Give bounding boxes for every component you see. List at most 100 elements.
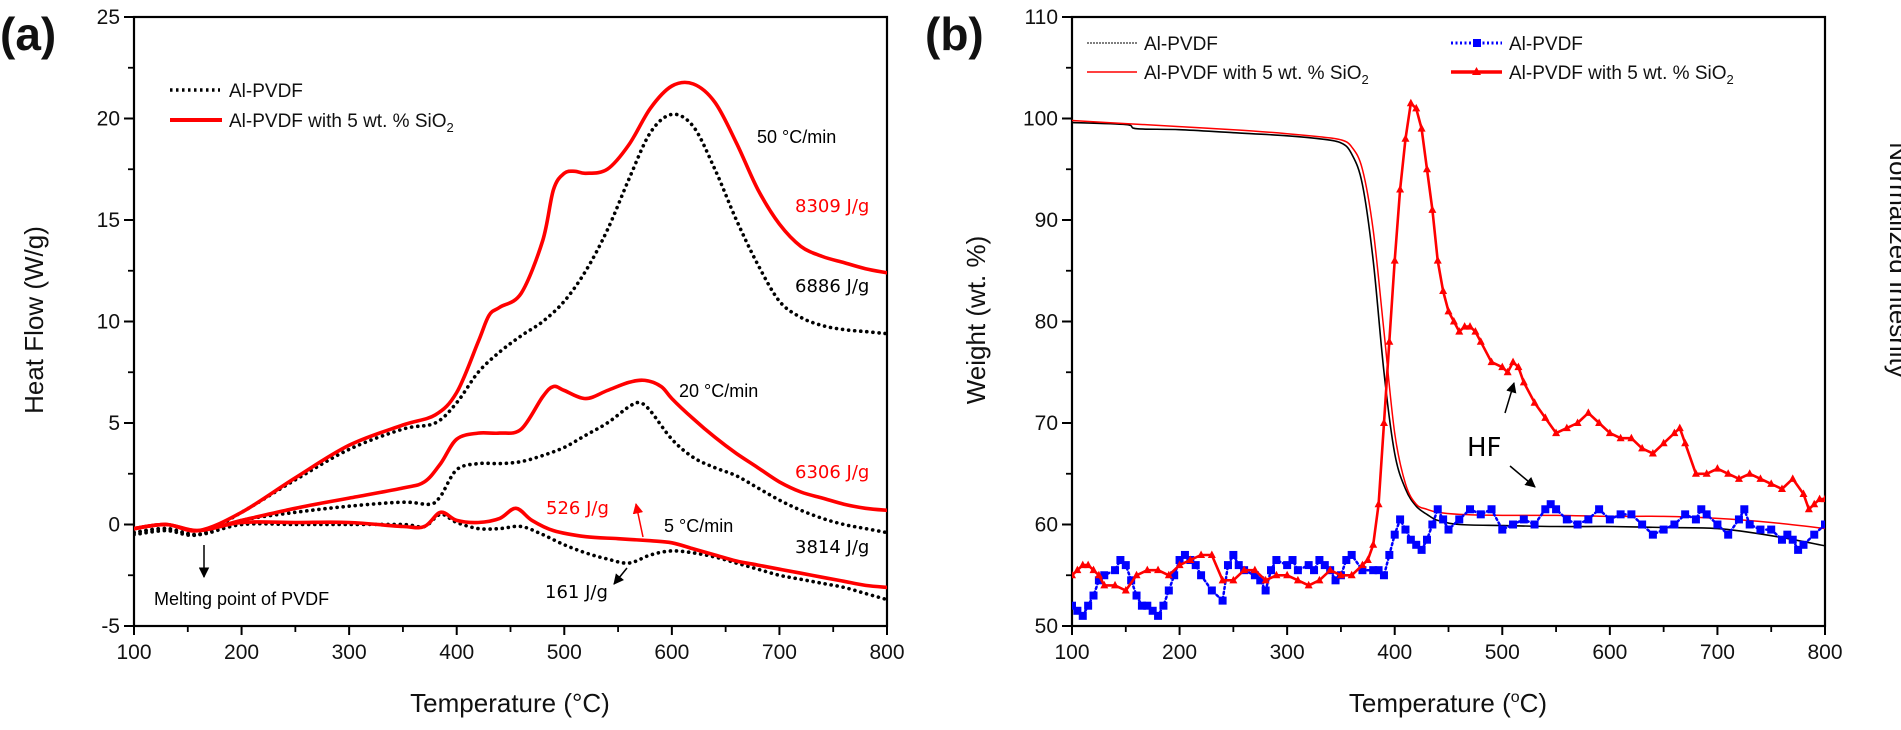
panel-a-x-axis-title: Temperature (°C) <box>410 688 610 718</box>
panel-b-label: (b) <box>925 8 984 60</box>
ms-al-pvdf-point <box>1783 530 1792 539</box>
series-tg-al-pvdf <box>1072 121 1825 547</box>
ms-al-pvdf-point <box>1767 525 1776 534</box>
panel-a-plot-frame <box>132 15 889 628</box>
hf-arrow-down <box>1509 465 1536 488</box>
ms-sio2-point <box>1519 377 1528 386</box>
ms-al-pvdf-point <box>1794 545 1803 554</box>
ms-sio2-point <box>1240 565 1249 574</box>
ms-sio2-point <box>1218 575 1227 584</box>
ms-al-pvdf-point <box>1084 601 1093 610</box>
panel-b-x-tick-label: 600 <box>1592 641 1627 664</box>
ms-sio2-point <box>1358 560 1367 569</box>
panel-b-y2-axis-title: Normalized Intesnity <box>1884 142 1901 378</box>
annotation-6886: 6886 J/g <box>795 276 869 297</box>
ms-sio2-point <box>1379 418 1388 426</box>
ms-sio2-point <box>1562 423 1571 432</box>
ms-sio2-point <box>1261 575 1270 584</box>
annotation-3814: 3814 J/g <box>795 537 869 558</box>
panel-a-y-tick-label: 0 <box>108 514 120 537</box>
ms-sio2-point <box>1584 408 1593 416</box>
ms-sio2-point <box>1293 575 1302 584</box>
ms-sio2-point <box>1498 362 1507 371</box>
hf-arrow-up <box>1504 381 1517 414</box>
legend-b-label-3: Al-PVDF <box>1509 34 1583 55</box>
ms-sio2-point <box>1734 474 1743 482</box>
ms-sio2-point <box>1072 570 1076 579</box>
ms-sio2-point <box>1788 474 1797 482</box>
ms-al-pvdf-point <box>1659 525 1668 534</box>
ms-al-pvdf-point <box>1401 525 1410 534</box>
ms-al-pvdf-point <box>1509 520 1518 529</box>
ms-sio2-point <box>1804 504 1813 513</box>
ms-sio2-point <box>1552 428 1561 437</box>
panel-b-y-tick-label: 80 <box>1035 311 1058 334</box>
panel-a-x-tick-label: 700 <box>762 641 797 664</box>
ms-al-pvdf-point <box>1358 566 1367 575</box>
ms-sio2-point <box>1675 423 1684 432</box>
ms-sio2-point <box>1143 565 1152 574</box>
ms-al-pvdf-point <box>1788 535 1797 544</box>
ms-sio2-point <box>1094 570 1103 579</box>
annotation-8309: 8309 J/g <box>795 196 869 217</box>
ms-al-pvdf-point <box>1331 576 1340 585</box>
panel-b-y-tick-label: 70 <box>1035 412 1058 435</box>
ms-al-pvdf-point <box>1616 510 1625 519</box>
ms-al-pvdf-point <box>1390 530 1399 539</box>
ms-al-pvdf-point <box>1519 515 1528 524</box>
panel-b-y-tick-label: 60 <box>1035 514 1058 537</box>
ms-al-pvdf-point <box>1089 591 1098 600</box>
ms-al-pvdf-point <box>1412 540 1421 549</box>
ms-sio2-point <box>1460 322 1469 330</box>
series-al-pvdf-with-5-wt-sio2-20-c-min <box>134 378 887 533</box>
ms-sio2-point <box>1638 443 1647 452</box>
ms-sio2-point <box>1304 580 1313 589</box>
series-tg-al-pvdf-with-5-wt-sio2 <box>1072 119 1825 530</box>
panel-a: (a) 100 200 300 400 500 600 700 800 -5 0 5 10 15 20 25… <box>0 6 905 718</box>
ms-sio2-point <box>1777 484 1786 492</box>
ms-sio2-point <box>1078 560 1087 569</box>
ms-al-pvdf-point <box>1724 530 1733 539</box>
panel-a-y-tick-label: 10 <box>97 311 120 334</box>
ms-sio2-point <box>1433 256 1442 264</box>
ms-sio2-point <box>1250 565 1259 574</box>
ms-sio2-point <box>1815 494 1824 503</box>
panel-a-x-tick-label: 100 <box>116 641 151 664</box>
panel-b-x-axis-title: Temperature (oC) <box>1349 688 1547 718</box>
ms-al-pvdf-point <box>1702 510 1711 519</box>
ms-al-pvdf-point <box>1595 505 1604 514</box>
ms-al-pvdf-point <box>1234 561 1243 570</box>
ms-sio2-point <box>1197 550 1206 558</box>
ms-al-pvdf-point <box>1476 510 1485 519</box>
series-ms-al-pvdf <box>1072 502 1825 618</box>
ms-al-pvdf-point <box>1137 601 1146 610</box>
ms-sio2-point <box>1713 464 1722 472</box>
ms-al-pvdf-point <box>1207 586 1216 595</box>
legend-a-label-1: Al-PVDF <box>229 81 303 102</box>
panel-b-y-axis-title: Weight (wt. %) <box>961 236 991 405</box>
series-al-pvdf-with-5-wt-sio2-50-c-min <box>134 80 887 533</box>
ms-al-pvdf-point <box>1272 556 1281 565</box>
ms-sio2-point <box>1396 185 1405 193</box>
ms-sio2-point <box>1681 438 1690 447</box>
panel-a-x-tick-label: 200 <box>224 641 259 664</box>
panel-a-y-tick-label: 20 <box>97 108 120 131</box>
panel-a-x-tick-label: 300 <box>332 641 367 664</box>
panel-b-x-tick-label: 100 <box>1054 641 1089 664</box>
annotation-5cmin: 5 °C/min <box>664 516 733 536</box>
ms-al-pvdf-point <box>1127 576 1136 585</box>
ms-sio2-point <box>1132 570 1141 579</box>
ms-al-pvdf-point <box>1573 520 1582 529</box>
ms-al-pvdf-point <box>1143 601 1152 610</box>
ms-al-pvdf-point <box>1267 566 1276 575</box>
ms-al-pvdf-point <box>1466 505 1475 514</box>
ms-al-pvdf-point <box>1256 576 1265 585</box>
ms-sio2-point <box>1648 448 1657 457</box>
ms-al-pvdf-point <box>1078 611 1087 620</box>
ms-sio2-point <box>1073 565 1082 574</box>
ms-sio2-point <box>1336 570 1345 579</box>
ms-al-pvdf-point <box>1191 561 1200 570</box>
ms-al-pvdf-point <box>1283 561 1292 570</box>
legend-b-square-marker <box>1473 39 1481 47</box>
panel-b-y-tick-label: 90 <box>1035 209 1058 232</box>
